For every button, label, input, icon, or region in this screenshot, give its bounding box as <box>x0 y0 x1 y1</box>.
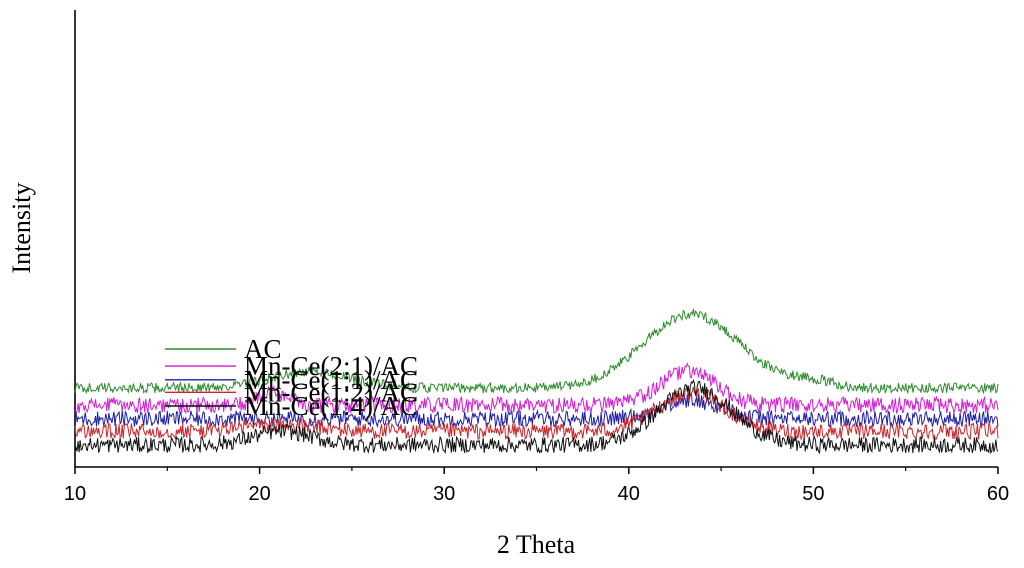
legend-label-2: Mn-Ce(1:1)/AC <box>244 365 418 395</box>
series-line-0 <box>74 308 999 395</box>
x-tick-label: 40 <box>618 483 640 505</box>
legend-label-0: AC <box>244 334 282 364</box>
x-ticks: 10 20 30 40 50 60 <box>64 467 1009 505</box>
series-line-4 <box>74 378 999 455</box>
series-line-3 <box>74 384 999 441</box>
x-tick-label: 20 <box>248 483 270 505</box>
x-tick-label: 30 <box>433 483 455 505</box>
series-layer <box>74 308 999 455</box>
legend-label-4: Mn-Ce(1:4)/AC <box>244 391 418 421</box>
x-tick-label: 60 <box>987 483 1009 505</box>
legend-label-3: Mn-Ce(1:2)/AC <box>244 377 418 407</box>
series-line-2 <box>74 392 999 429</box>
plot-frame <box>74 10 998 468</box>
x-tick-label: 50 <box>802 483 824 505</box>
legend-label-1: Mn-Ce(2:1)/AC <box>244 351 418 381</box>
x-tick-label: 10 <box>64 483 86 505</box>
legend: ACMn-Ce(2:1)/ACMn-Ce(1:1)/ACMn-Ce(1:2)/A… <box>165 334 418 421</box>
x-axis-label: 2 Theta <box>497 530 576 559</box>
y-axis-label: Intensity <box>7 183 36 274</box>
